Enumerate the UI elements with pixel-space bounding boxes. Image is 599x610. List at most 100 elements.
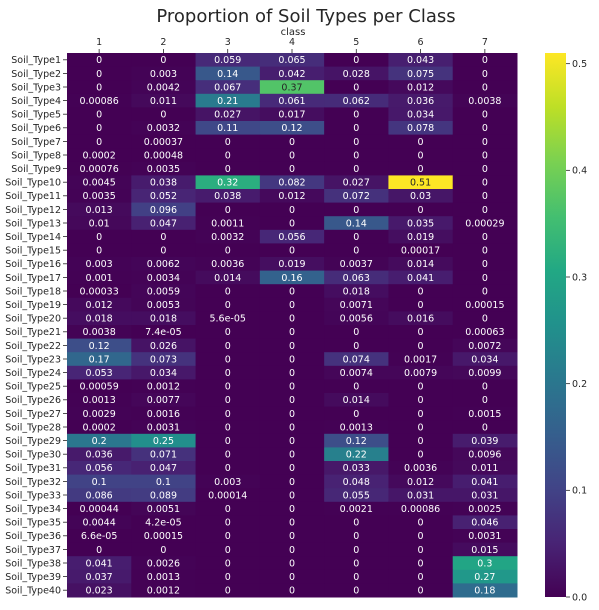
heatmap-cell [452, 393, 518, 408]
heatmap-cell [452, 257, 518, 272]
cell-value-label: 0.0013 [340, 422, 373, 433]
cell-value-label: 0.16 [281, 273, 302, 284]
cell-value-label: 0.0035 [83, 191, 116, 202]
heatmap-cell [324, 325, 389, 340]
heatmap-cell [324, 474, 389, 489]
cell-value-label: 0 [289, 246, 295, 257]
cell-value-label: 0.51 [410, 178, 431, 189]
heatmap-cell [195, 121, 261, 136]
heatmap-cell [259, 66, 325, 81]
heatmap-cell [195, 257, 261, 272]
heatmap-cell [388, 107, 454, 122]
y-tick-label: Soil_Type39 [5, 572, 61, 583]
heatmap-cell [388, 542, 454, 557]
heatmap-cell [195, 297, 261, 312]
heatmap-cell [131, 202, 197, 217]
heatmap-cell [131, 175, 197, 190]
heatmap-cell [67, 488, 132, 503]
cell-value-label: 0.011 [150, 96, 177, 107]
cell-value-label: 0.0025 [468, 504, 501, 515]
x-tick-label: 6 [418, 37, 424, 48]
x-tick-label: 4 [289, 37, 295, 48]
cell-value-label: 0 [418, 545, 424, 556]
heatmap-cell [452, 338, 518, 353]
colorbar-tick-label: 0.1 [572, 486, 587, 497]
cell-value-label: 0.047 [150, 463, 177, 474]
cell-value-label: 0 [289, 477, 295, 488]
heatmap-cell [131, 406, 197, 421]
cell-value-label: 0.0056 [340, 314, 373, 325]
heatmap-cell [388, 257, 454, 272]
cell-value-label: 0.37 [281, 82, 302, 93]
heatmap-cell [67, 121, 132, 136]
cell-value-label: 0.012 [407, 477, 434, 488]
heatmap-cell [388, 216, 454, 231]
cell-value-label: 0.012 [407, 82, 434, 93]
cell-value-label: 0.027 [214, 110, 241, 121]
heatmap-cell [195, 556, 261, 571]
heatmap-cell [324, 107, 389, 122]
heatmap-cell [67, 529, 132, 544]
cell-value-label: 0 [482, 178, 488, 189]
cell-value-label: 0.012 [278, 191, 305, 202]
heatmap-cell [67, 447, 132, 462]
cell-value-label: 0 [96, 232, 102, 243]
cell-value-label: 0 [482, 422, 488, 433]
heatmap-cell [324, 270, 389, 285]
cell-value-label: 0.065 [278, 55, 305, 66]
cell-value-label: 0 [289, 327, 295, 338]
cell-value-label: 0 [353, 518, 359, 529]
heatmap-cell [452, 529, 518, 544]
cell-value-label: 0 [353, 82, 359, 93]
cell-value-label: 0.042 [278, 69, 305, 80]
cell-value-label: 0.00086 [401, 504, 440, 515]
cell-value-label: 0.00015 [144, 531, 183, 542]
heatmap-cell [324, 216, 389, 231]
heatmap-cell [195, 501, 261, 516]
heatmap-cell [259, 202, 325, 217]
cell-value-label: 0 [418, 558, 424, 569]
cell-value-label: 0 [289, 218, 295, 229]
cell-value-label: 0.0002 [83, 150, 116, 161]
heatmap-cell [324, 243, 389, 258]
cell-value-label: 0.0059 [147, 286, 180, 297]
colorbar-gradient [545, 53, 566, 597]
cell-value-label: 0 [353, 586, 359, 597]
y-tick-label: Soil_Type23 [5, 354, 61, 365]
heatmap-cell [452, 406, 518, 421]
cell-value-label: 0.14 [217, 69, 238, 80]
cell-value-label: 0 [225, 409, 231, 420]
heatmap-cell [131, 311, 197, 326]
cell-value-label: 0.00014 [208, 490, 247, 501]
y-tick-label: Soil_Type12 [5, 205, 61, 216]
cell-value-label: 0.072 [343, 191, 370, 202]
x-tick-label: 2 [160, 37, 166, 48]
cell-value-label: 0.0053 [147, 300, 180, 311]
cell-value-label: 0 [418, 164, 424, 175]
cell-value-label: 0.048 [343, 477, 370, 488]
heatmap-cell [131, 134, 197, 149]
cell-value-label: 0 [289, 545, 295, 556]
cell-value-label: 0.0099 [468, 368, 501, 379]
cell-value-label: 0 [289, 382, 295, 393]
cell-value-label: 0 [418, 531, 424, 542]
heatmap-cell [452, 488, 518, 503]
heatmap-cell [67, 569, 132, 584]
heatmap-cell [324, 257, 389, 272]
heatmap-cell [195, 93, 261, 108]
cell-value-label: 0.026 [150, 341, 177, 352]
cell-value-label: 0.0032 [147, 123, 180, 134]
heatmap-cell [131, 501, 197, 516]
cell-value-label: 0.074 [343, 354, 370, 365]
heatmap-cell [388, 202, 454, 217]
cell-value-label: 0 [225, 286, 231, 297]
cell-value-label: 0 [289, 300, 295, 311]
heatmap-cell [259, 420, 325, 435]
heatmap-cell [131, 284, 197, 299]
heatmap-cell [324, 121, 389, 136]
heatmap-cell [131, 556, 197, 571]
heatmap-cell [388, 529, 454, 544]
cell-value-label: 0 [160, 110, 166, 121]
cell-value-label: 0.0045 [83, 178, 116, 189]
